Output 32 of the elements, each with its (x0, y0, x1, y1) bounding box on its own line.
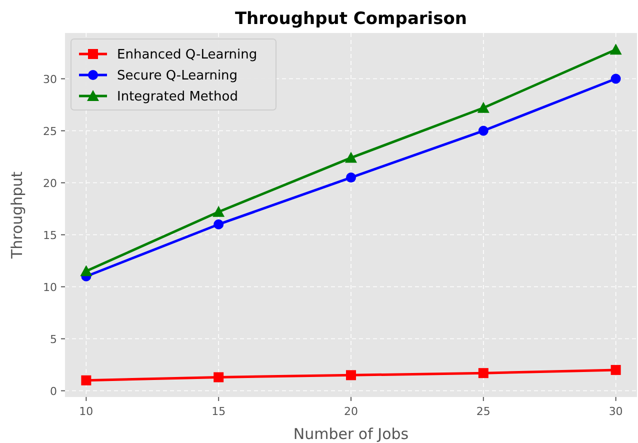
y-tick-label: 0 (50, 384, 57, 398)
point (610, 74, 621, 84)
point (346, 172, 356, 183)
point (610, 44, 622, 55)
y-tick-label: 20 (43, 176, 57, 190)
legend-label: Integrated Method (117, 90, 238, 104)
x-tick-label: 20 (344, 405, 358, 418)
point (214, 372, 224, 382)
x-tick-label: 30 (608, 405, 623, 418)
chart-title: Throughput Comparison (234, 9, 468, 29)
y-tick-label: 30 (43, 72, 57, 86)
point (478, 368, 488, 378)
point (610, 364, 621, 375)
x-axis-title: Number of Jobs (293, 425, 409, 443)
x-tick-label: 10 (79, 405, 94, 418)
y-tick-label: 10 (43, 280, 57, 294)
point (81, 375, 92, 386)
point (478, 126, 488, 136)
point (214, 219, 224, 230)
x-tick-label: 25 (476, 405, 490, 418)
point (477, 102, 490, 113)
point (80, 265, 92, 276)
y-tick-label: 25 (43, 124, 57, 138)
point (345, 152, 357, 163)
point (212, 206, 225, 217)
legend-label: Secure Q-Learning (117, 68, 238, 84)
y-axis-title: Throughput (8, 171, 26, 260)
y-tick-label: 5 (50, 332, 57, 346)
x-tick-label: 15 (212, 405, 226, 418)
legend-label: Enhanced Q-Learning (117, 48, 258, 62)
point (346, 370, 356, 380)
y-tick-label: 15 (43, 228, 57, 242)
